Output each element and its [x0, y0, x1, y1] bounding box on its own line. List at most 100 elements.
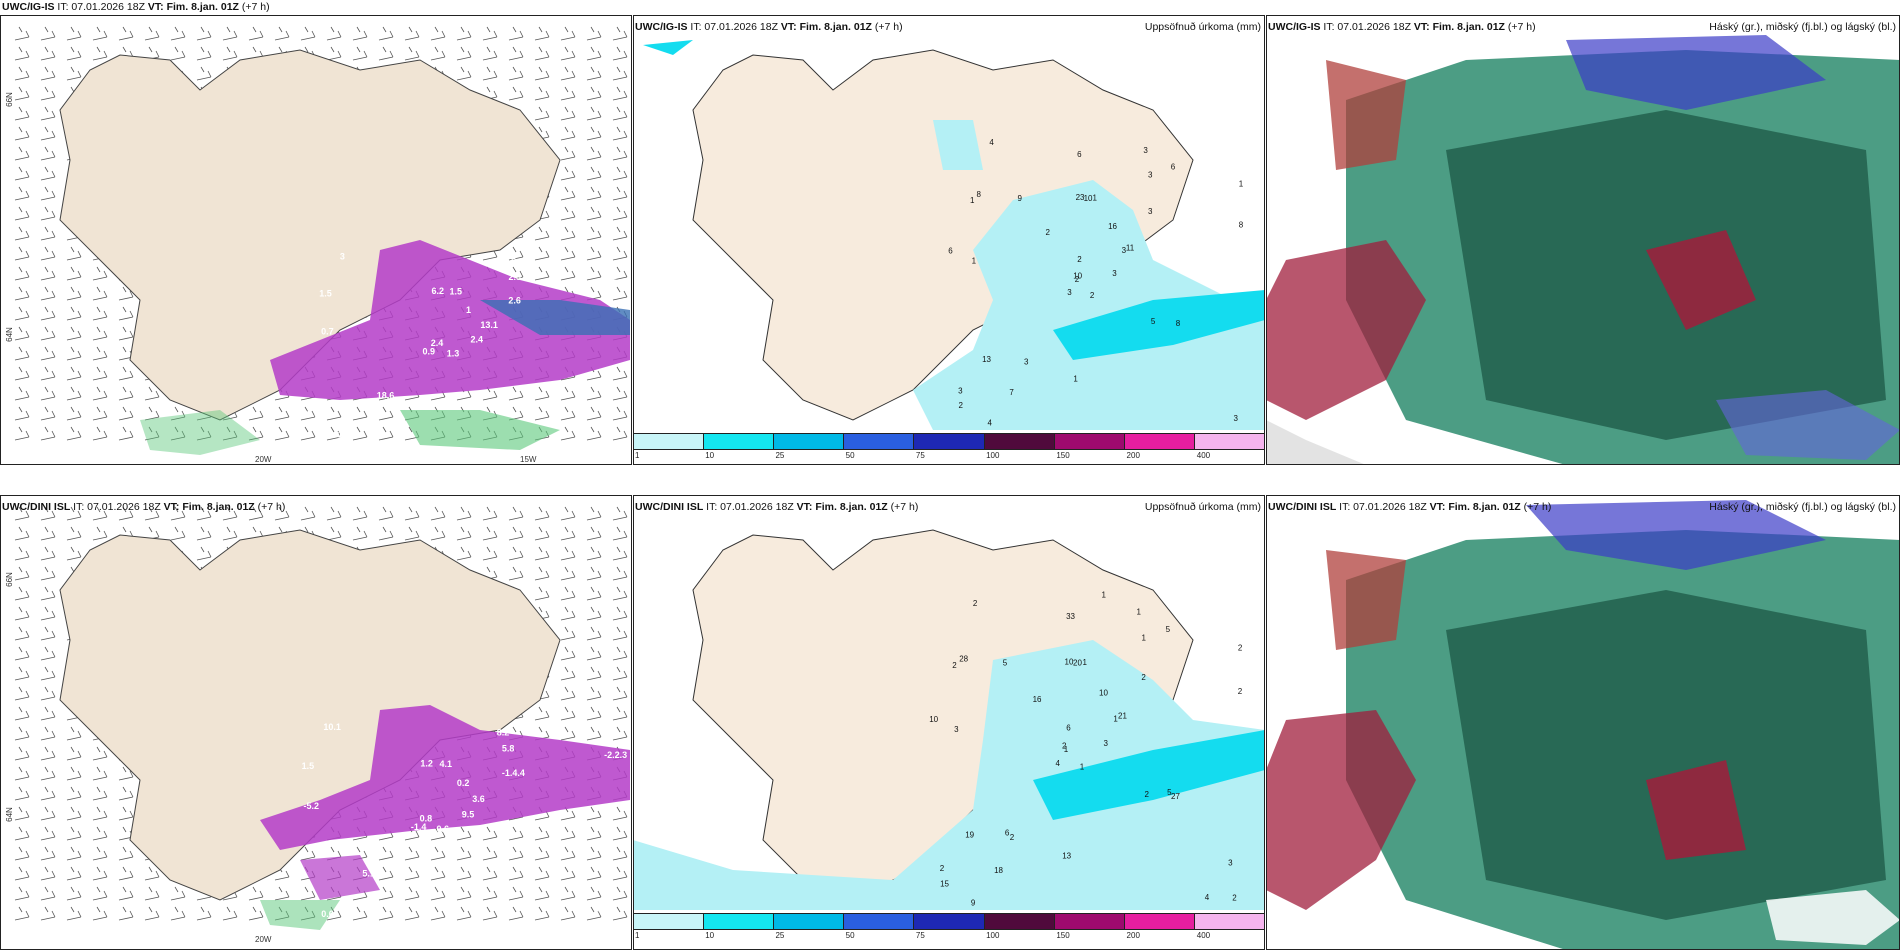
- wind-barb: [118, 286, 134, 301]
- wind-barb: [40, 86, 56, 101]
- wind-barb: [14, 46, 30, 61]
- wind-barb: [118, 326, 134, 341]
- map-value-label: 2: [1010, 833, 1015, 842]
- wind-barb: [40, 386, 56, 401]
- wind-barb: [378, 426, 394, 441]
- wind-barb: [66, 806, 82, 821]
- wind-barb: [40, 286, 56, 301]
- wind-barb: [404, 846, 420, 861]
- wind-barb: [14, 886, 30, 901]
- wind-barb: [456, 846, 472, 861]
- wind-barb: [612, 706, 628, 721]
- wind-barb: [560, 686, 576, 701]
- wind-barb: [560, 186, 576, 201]
- wind-barb: [40, 206, 56, 221]
- wind-barb: [352, 426, 368, 441]
- map-value-label: 1: [1113, 715, 1118, 724]
- wind-barb: [482, 886, 498, 901]
- wind-barb: [66, 346, 82, 361]
- wind-map-bottom: 0.6 1.5 0.8 1.8 3.6 5.1 8.2 4.1 5.8 9.5 10.1 -2.2 -5…: [0, 495, 632, 950]
- wind-barb: [482, 846, 498, 861]
- wind-barb: [586, 26, 602, 41]
- colorbar-swatch: [1054, 434, 1125, 449]
- wind-barb: [92, 846, 108, 861]
- wind-barb: [40, 546, 56, 561]
- wind-barb: [196, 506, 212, 521]
- map-value-label: 5: [1166, 625, 1171, 634]
- wind-barb: [92, 886, 108, 901]
- wind-barb: [92, 826, 108, 841]
- wind-barb: [534, 886, 550, 901]
- map-value-label: 9.5: [462, 810, 475, 820]
- wind-barb: [14, 726, 30, 741]
- wind-barb: [560, 906, 576, 921]
- wind-barb: [586, 526, 602, 541]
- wind-barb: [66, 546, 82, 561]
- wind-barb: [196, 526, 212, 541]
- wind-barb: [14, 226, 30, 241]
- lat-label-66n: 66N: [4, 92, 14, 107]
- wind-barb: [118, 406, 134, 421]
- wind-barb: [274, 426, 290, 441]
- wind-barb: [612, 866, 628, 881]
- wind-barb: [14, 506, 30, 521]
- wind-barb: [378, 906, 394, 921]
- wind-barb: [352, 906, 368, 921]
- wind-barb: [40, 166, 56, 181]
- wind-barb: [586, 666, 602, 681]
- wind-barb: [534, 66, 550, 81]
- map-value-label: 8: [1239, 221, 1244, 230]
- wind-barb: [482, 866, 498, 881]
- wind-barb: [508, 906, 524, 921]
- wind-barb: [326, 26, 342, 41]
- colorbar-swatch: [844, 434, 915, 449]
- wind-barb: [378, 886, 394, 901]
- wind-barb: [534, 586, 550, 601]
- precip-labels-top: 2123333133431133423161322710118866581012…: [948, 138, 1244, 428]
- wind-barb: [40, 326, 56, 341]
- wind-barb: [560, 86, 576, 101]
- wind-barb: [560, 826, 576, 841]
- wind-barb: [40, 66, 56, 81]
- wind-barb: [170, 26, 186, 41]
- wind-barb: [560, 266, 576, 281]
- colorbar-swatch: [844, 914, 915, 929]
- wind-barb: [586, 566, 602, 581]
- wind-barb: [482, 66, 498, 81]
- wind-barb: [40, 686, 56, 701]
- wind-barb: [560, 706, 576, 721]
- wind-barb: [430, 886, 446, 901]
- wind-barb: [118, 306, 134, 321]
- wind-barb: [586, 246, 602, 261]
- wind-barb: [92, 786, 108, 801]
- map-value-label: 10.1: [323, 722, 341, 732]
- wind-barb: [378, 866, 394, 881]
- wind-barb: [586, 426, 602, 441]
- map-value-label: 0.6: [437, 824, 450, 834]
- map-value-label: 2.3: [509, 272, 522, 282]
- map-value-label: 3: [1148, 207, 1153, 216]
- wind-barb: [560, 606, 576, 621]
- precip-light-area: [633, 640, 1265, 910]
- wind-barb: [508, 566, 524, 581]
- wind-barb: [274, 886, 290, 901]
- wind-barb: [560, 546, 576, 561]
- wind-barb: [14, 646, 30, 661]
- wind-barb: [170, 526, 186, 541]
- iceland-land: [59, 529, 561, 901]
- wind-barb: [586, 226, 602, 241]
- map-value-label: 1: [1080, 763, 1085, 772]
- wind-barb: [430, 906, 446, 921]
- wind-barb: [482, 826, 498, 841]
- wind-barb: [222, 426, 238, 441]
- wind-barb: [586, 266, 602, 281]
- wind-barb: [40, 246, 56, 261]
- map-value-label: 3: [1148, 170, 1153, 179]
- map-value-label: 2: [959, 401, 964, 410]
- wind-barb: [534, 706, 550, 721]
- wind-barb: [196, 26, 212, 41]
- colorbar-swatch: [774, 914, 845, 929]
- wind-barb: [534, 566, 550, 581]
- wind-barb: [560, 866, 576, 881]
- wind-barb: [586, 386, 602, 401]
